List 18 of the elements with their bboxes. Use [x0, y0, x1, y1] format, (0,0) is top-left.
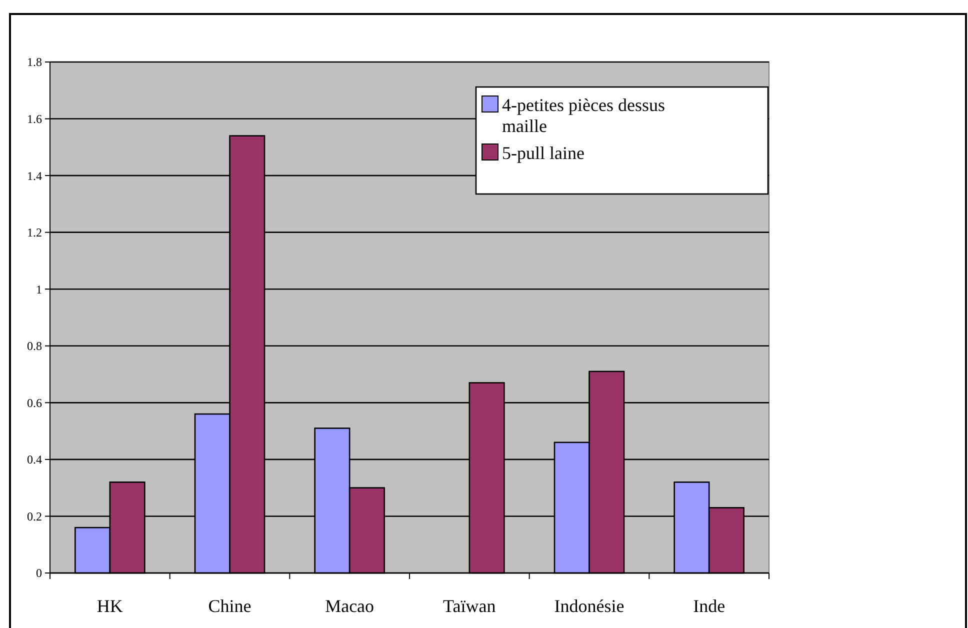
legend-label: 4-petites pièces dessus maille [502, 95, 665, 136]
y-tick-label: 0.8 [27, 339, 42, 354]
legend-label: 5-pull laine [502, 143, 584, 163]
x-tick-label: Indonésie [554, 596, 624, 616]
y-tick-label: 0.4 [27, 452, 42, 467]
x-tick-label: HK [96, 596, 123, 616]
y-tick-label: 1 [36, 282, 42, 296]
x-tick-label: Taïwan [443, 596, 496, 616]
y-tick-label: 0.2 [27, 509, 42, 524]
y-tick-label: 0.6 [27, 396, 42, 410]
y-tick-label: 1.8 [27, 55, 42, 70]
x-tick-label: Chine [208, 596, 252, 616]
y-tick-label: 1.4 [27, 168, 42, 183]
y-tick-label: 0 [36, 566, 42, 580]
y-tick-label: 1.6 [27, 112, 42, 126]
x-tick-label: Inde [693, 596, 726, 616]
y-tick-label: 1.2 [27, 226, 42, 240]
x-tick-label: Macao [325, 596, 374, 616]
